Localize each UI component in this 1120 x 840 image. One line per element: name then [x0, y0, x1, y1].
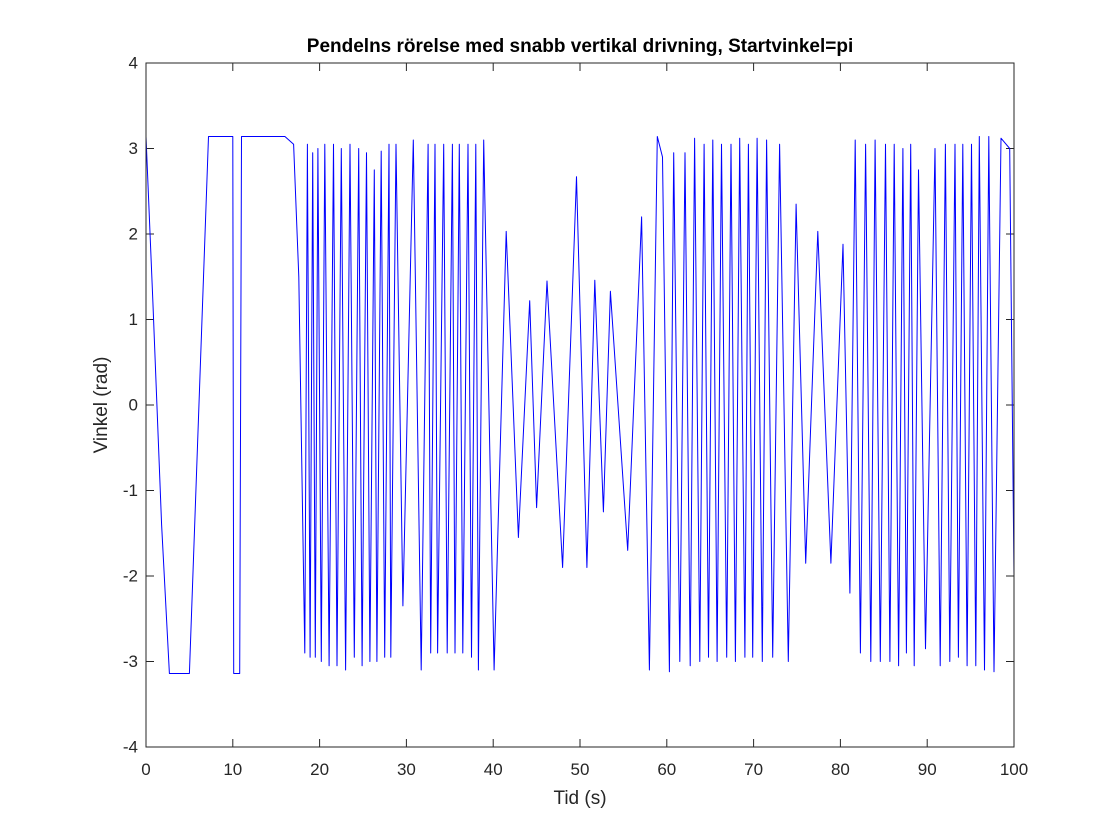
y-tick-label: 0	[129, 396, 138, 415]
x-tick-label: 20	[310, 760, 329, 779]
y-tick-label: -2	[123, 567, 138, 586]
axis-tick-labels: 0 10 20 30 40 50 60 70 80 90 100 -4 -3 -2 -1 0 1 2 3 4	[123, 54, 1028, 780]
y-tick-label: 2	[129, 225, 138, 244]
y-tick-label: 3	[129, 139, 138, 158]
axes-box	[145, 62, 1015, 748]
x-tick-label: 90	[918, 760, 937, 779]
y-tick-label: 1	[129, 310, 138, 329]
chart-title: Pendelns rörelse med snabb vertikal driv…	[307, 36, 853, 57]
x-tick-label: 0	[141, 760, 150, 779]
x-tick-label: 100	[1000, 760, 1028, 779]
x-tick-label: 40	[484, 760, 503, 779]
y-tick-label: -4	[123, 738, 138, 757]
plot-area-background	[146, 63, 1014, 747]
x-tick-label: 70	[744, 760, 763, 779]
x-tick-label: 80	[831, 760, 850, 779]
y-tick-label: -1	[123, 481, 138, 500]
y-tick-label: 4	[129, 54, 138, 73]
x-tick-label: 10	[223, 760, 242, 779]
y-tick-label: -3	[123, 652, 138, 671]
series-line	[145, 136, 1015, 674]
x-axis-label: Tid (s)	[553, 788, 606, 809]
x-tick-label: 50	[571, 760, 590, 779]
y-axis-label: Vinkel (rad)	[91, 357, 112, 454]
x-tick-label: 60	[657, 760, 676, 779]
x-tick-label: 30	[397, 760, 416, 779]
